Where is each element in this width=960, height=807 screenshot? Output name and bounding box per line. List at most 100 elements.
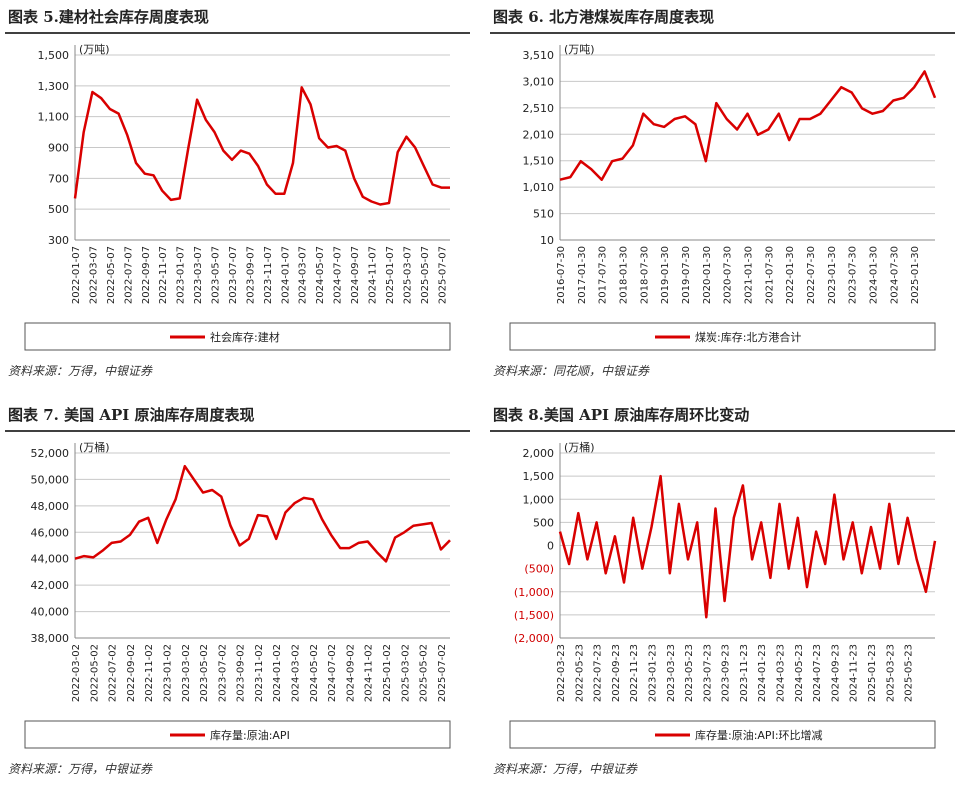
x-tick-label: 2023-07-23 xyxy=(702,644,713,702)
x-tick-label: 2023-11-23 xyxy=(739,644,750,702)
x-tick-label: 2024-11-23 xyxy=(849,644,860,702)
x-tick-label: 2022-11-02 xyxy=(144,644,155,702)
x-tick-label: 2021-07-30 xyxy=(764,246,775,304)
legend-label: 煤炭:库存:北方港合计 xyxy=(695,330,801,344)
chart-title: 图表 5.建材社会库存周度表现 xyxy=(8,8,209,26)
x-tick-label: 2023-07-30 xyxy=(848,246,859,304)
y-tick-label: 510 xyxy=(533,208,554,221)
y-tick-label: 44,000 xyxy=(31,553,70,566)
x-tick-label: 2023-09-07 xyxy=(245,246,256,304)
y-tick-label: 40,000 xyxy=(31,606,70,619)
y-tick-label: 500 xyxy=(533,516,554,529)
y-tick-label: 42,000 xyxy=(31,579,70,592)
x-tick-label: 2022-03-07 xyxy=(88,246,99,304)
x-tick-label: 2023-03-07 xyxy=(193,246,204,304)
unit-label: (万吨) xyxy=(79,43,110,56)
x-tick-label: 2023-05-02 xyxy=(199,644,210,702)
x-tick-label: 2025-01-23 xyxy=(867,644,878,702)
x-tick-label: 2019-07-30 xyxy=(681,246,692,304)
x-tick-label: 2024-07-02 xyxy=(327,644,338,702)
x-tick-label: 2024-03-02 xyxy=(291,644,302,702)
y-tick-label: 50,000 xyxy=(31,473,70,486)
x-tick-label: 2022-05-02 xyxy=(89,644,100,702)
y-tick-label: 3,010 xyxy=(523,75,555,88)
y-tick-label: 300 xyxy=(48,234,69,247)
x-tick-label: 2024-09-07 xyxy=(350,246,361,304)
y-tick-label: 1,000 xyxy=(523,493,555,506)
data-line xyxy=(558,474,937,619)
x-tick-label: 2020-01-30 xyxy=(702,246,713,304)
x-tick-label: 2025-03-07 xyxy=(402,246,413,304)
y-tick-label: 38,000 xyxy=(31,632,70,645)
chart-title: 图表 7. 美国 API 原油库存周度表现 xyxy=(8,406,254,424)
x-tick-label: 2022-01-30 xyxy=(785,246,796,304)
x-tick-label: 2024-07-23 xyxy=(812,644,823,702)
x-tick-label: 2024-05-23 xyxy=(794,644,805,702)
x-tick-label: 2022-05-23 xyxy=(574,644,585,702)
x-tick-label: 2024-05-07 xyxy=(315,246,326,304)
chart-title: 图表 8.美国 API 原油库存周环比变动 xyxy=(493,406,749,424)
y-tick-label: 52,000 xyxy=(31,447,70,460)
x-tick-label: 2023-07-07 xyxy=(228,246,239,304)
y-tick-label: 48,000 xyxy=(31,500,70,513)
x-tick-label: 2025-01-30 xyxy=(910,246,921,304)
x-tick-label: 2023-09-02 xyxy=(236,644,247,702)
chart-title: 图表 6. 北方港煤炭库存周度表现 xyxy=(493,8,714,26)
unit-label: (万桶) xyxy=(79,440,110,454)
y-tick-label: 1,510 xyxy=(523,155,555,168)
x-tick-label: 2023-01-07 xyxy=(176,246,187,304)
x-tick-label: 2022-03-02 xyxy=(71,644,82,702)
x-tick-label: 2024-01-30 xyxy=(869,246,880,304)
x-tick-label: 2022-09-02 xyxy=(126,644,137,702)
x-tick-label: 2025-05-02 xyxy=(419,644,430,702)
x-tick-label: 2020-07-30 xyxy=(723,246,734,304)
legend-box xyxy=(24,720,451,749)
x-tick-label: 2024-01-23 xyxy=(757,644,768,702)
x-tick-label: 2024-11-02 xyxy=(364,644,375,702)
y-tick-label: 1,010 xyxy=(523,181,555,194)
x-tick-label: 2022-05-07 xyxy=(106,246,117,304)
y-tick-label: (1,000) xyxy=(514,586,554,599)
x-tick-label: 2025-07-07 xyxy=(437,246,448,304)
x-tick-label: 2018-01-30 xyxy=(619,246,630,304)
y-tick-label: 0 xyxy=(547,540,554,553)
source-note: 资料来源：万得，中银证券 xyxy=(8,364,153,378)
x-tick-label: 2024-11-07 xyxy=(368,246,379,304)
x-tick-label: 2023-01-23 xyxy=(647,644,658,702)
x-tick-label: 2023-07-02 xyxy=(217,644,228,702)
x-tick-label: 2023-03-02 xyxy=(181,644,192,702)
y-tick-label: 10 xyxy=(540,234,554,247)
x-tick-label: 2024-01-02 xyxy=(272,644,283,702)
x-tick-label: 2018-07-30 xyxy=(639,246,650,304)
legend-label: 库存量:原油:API:环比增减 xyxy=(695,728,823,742)
y-tick-label: 2,510 xyxy=(523,102,555,115)
y-tick-label: 500 xyxy=(48,203,69,216)
x-tick-label: 2023-11-07 xyxy=(263,246,274,304)
x-tick-label: 2022-07-23 xyxy=(593,644,604,702)
x-tick-label: 2022-03-23 xyxy=(556,644,567,702)
x-tick-label: 2023-05-23 xyxy=(684,644,695,702)
x-tick-label: 2022-01-07 xyxy=(71,246,82,304)
legend-box xyxy=(509,322,936,351)
x-tick-label: 2022-11-23 xyxy=(629,644,640,702)
x-tick-label: 2023-09-23 xyxy=(721,644,732,702)
legend-box xyxy=(24,322,451,351)
x-tick-label: 2022-07-30 xyxy=(806,246,817,304)
y-tick-label: 46,000 xyxy=(31,526,70,539)
x-tick-label: 2024-05-02 xyxy=(309,644,320,702)
x-tick-label: 2025-07-02 xyxy=(437,644,448,702)
x-tick-label: 2017-07-30 xyxy=(598,246,609,304)
y-tick-label: (1,500) xyxy=(514,609,554,622)
x-tick-label: 2021-01-30 xyxy=(744,246,755,304)
x-tick-label: 2025-01-02 xyxy=(382,644,393,702)
y-tick-label: (2,000) xyxy=(514,632,554,645)
x-tick-label: 2022-07-07 xyxy=(123,246,134,304)
x-tick-label: 2016-07-30 xyxy=(556,246,567,304)
source-note: 资料来源：万得，中银证券 xyxy=(8,762,153,776)
y-tick-label: 3,510 xyxy=(523,49,555,62)
x-tick-label: 2023-03-23 xyxy=(666,644,677,702)
x-tick-label: 2022-07-02 xyxy=(108,644,119,702)
x-tick-label: 2024-07-07 xyxy=(333,246,344,304)
x-tick-label: 2022-09-07 xyxy=(141,246,152,304)
